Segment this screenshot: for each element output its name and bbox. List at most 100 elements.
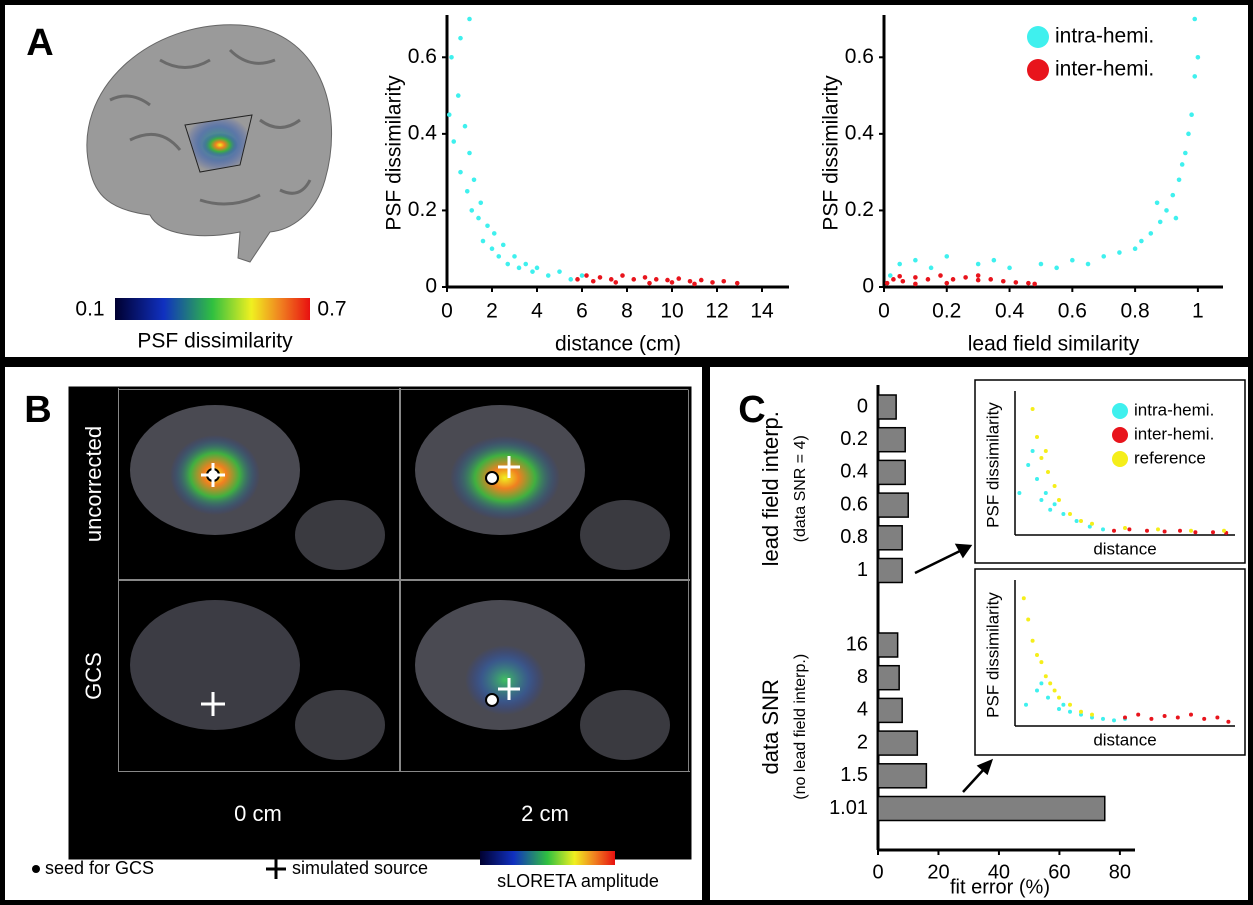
- point: [1133, 246, 1138, 251]
- x-tick-label: 6: [576, 300, 588, 323]
- x-tick-label: 10: [660, 300, 683, 323]
- point: [451, 139, 456, 144]
- colorbar-min: 0.1: [75, 298, 104, 321]
- colorbar-label: sLORETA amplitude: [497, 871, 659, 891]
- point: [458, 170, 463, 175]
- point: [699, 278, 704, 283]
- point: [1039, 262, 1044, 267]
- y-tick-label: 0.2: [408, 198, 437, 221]
- point: [735, 281, 740, 286]
- y-tick-label: 0: [862, 275, 874, 298]
- legend-marker: [1112, 451, 1128, 467]
- point: [1032, 282, 1037, 287]
- point: [643, 275, 648, 280]
- point: [465, 189, 470, 194]
- point: [1068, 703, 1072, 707]
- point: [1149, 717, 1153, 721]
- bar: [878, 428, 905, 452]
- point: [1192, 17, 1197, 22]
- point: [929, 266, 934, 271]
- point: [535, 266, 540, 271]
- point: [1039, 681, 1043, 685]
- x-tick-label: 0.8: [1121, 300, 1150, 323]
- point: [1022, 596, 1026, 600]
- group-label: lead field interp.: [758, 411, 783, 566]
- bar: [878, 395, 896, 419]
- point: [476, 216, 481, 221]
- bar: [878, 526, 902, 550]
- legend-label: reference: [1134, 448, 1206, 467]
- point: [976, 278, 981, 283]
- point: [1070, 258, 1075, 263]
- point: [1075, 519, 1079, 523]
- colorbar: [115, 298, 310, 320]
- legend-marker: [1112, 427, 1128, 443]
- legend-marker: [1027, 26, 1049, 48]
- point: [1136, 713, 1140, 717]
- x-tick-label: 12: [705, 300, 728, 323]
- point: [926, 277, 931, 282]
- point: [1061, 703, 1065, 707]
- point: [478, 200, 483, 205]
- y-tick-label: 0.2: [845, 198, 874, 221]
- point: [1001, 279, 1006, 284]
- colorbar: [480, 851, 615, 865]
- point: [1156, 527, 1160, 531]
- x-tick-label: 60: [1048, 861, 1070, 883]
- point: [688, 279, 693, 284]
- point: [1035, 435, 1039, 439]
- legend-label: inter-hemi.: [1134, 424, 1214, 443]
- y-tick-label: 8: [857, 666, 868, 688]
- y-tick-label: 1.5: [840, 764, 868, 786]
- point: [1189, 529, 1193, 533]
- point: [1155, 200, 1160, 205]
- point: [913, 282, 918, 287]
- point: [1048, 681, 1052, 685]
- point: [496, 254, 501, 259]
- page: { "panel_labels": ["A", "B", "C"], "brai…: [0, 0, 1253, 905]
- x-axis-label: distance: [1093, 730, 1156, 749]
- point: [1174, 216, 1179, 221]
- y-tick-label: 1: [857, 559, 868, 581]
- x-tick-label: 0: [441, 300, 453, 323]
- point: [492, 231, 497, 236]
- point: [1053, 502, 1057, 506]
- point: [1178, 529, 1182, 533]
- point: [1127, 527, 1131, 531]
- colorbar-max: max: [623, 827, 657, 847]
- point: [1123, 526, 1127, 530]
- point: [992, 258, 997, 263]
- x-tick-label: 0.4: [995, 300, 1025, 323]
- bar: [878, 633, 898, 657]
- column-label: 2 cm: [521, 801, 569, 826]
- point: [1061, 512, 1065, 516]
- point: [1139, 239, 1144, 244]
- point: [467, 17, 472, 22]
- column-label: 0 cm: [234, 801, 282, 826]
- point: [1039, 498, 1043, 502]
- seed-icon: [32, 865, 40, 873]
- point: [913, 258, 918, 263]
- point: [944, 254, 949, 259]
- point: [463, 124, 468, 129]
- point: [501, 243, 506, 248]
- point: [523, 262, 528, 267]
- y-tick-label: 4: [857, 699, 868, 721]
- y-axis-label: PSF dissimilarity: [983, 402, 1002, 528]
- point: [721, 279, 726, 284]
- point: [1101, 254, 1106, 259]
- point: [1196, 55, 1201, 60]
- group-sublabel: (data SNR = 4): [792, 435, 809, 542]
- point: [1039, 660, 1043, 664]
- y-tick-label: 16: [846, 633, 868, 655]
- colorbar-max: 0.7: [317, 298, 346, 321]
- group-label: data SNR: [758, 679, 783, 774]
- x-tick-label: 14: [750, 300, 774, 323]
- point: [1222, 529, 1226, 533]
- panel-label: A: [26, 22, 53, 64]
- point: [1183, 151, 1188, 156]
- x-tick-label: 20: [927, 861, 949, 883]
- y-tick-label: 0.6: [840, 493, 868, 515]
- point: [1101, 527, 1105, 531]
- point: [1086, 262, 1091, 267]
